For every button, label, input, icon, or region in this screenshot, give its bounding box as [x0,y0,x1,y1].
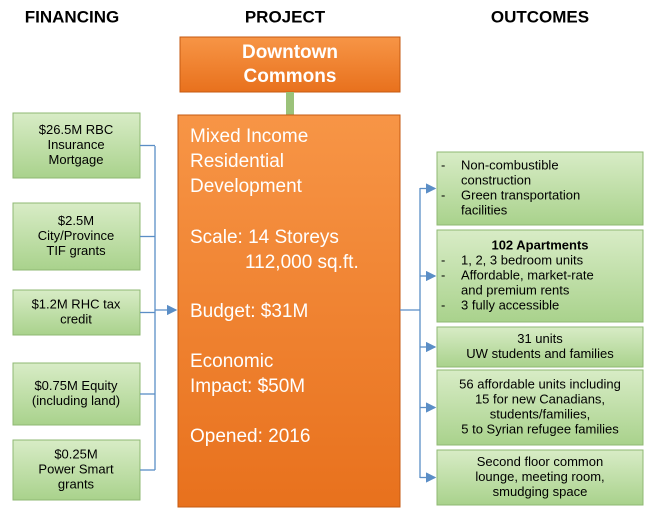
financing-text: $1.2M RHC tax [32,296,121,311]
outcome-text: construction [461,172,531,187]
financing-text: Insurance [47,137,104,152]
project-box [177,114,401,508]
project-title-box [179,36,401,93]
header: FINANCING [25,7,119,26]
header: OUTCOMES [491,7,589,26]
outcome-text: Non-combustible [461,157,559,172]
outcome-box [436,326,644,368]
connector [286,92,294,115]
outcome-text: 5 to Syrian refugee families [461,421,619,436]
financing-box [12,202,141,271]
financing-text: grants [58,476,95,491]
outcome-text: Green transportation [461,187,580,202]
outcome-text: and premium rents [461,282,570,297]
financing-text: City/Province [38,228,115,243]
financing-box [12,289,141,336]
outcome-text: UW students and families [466,346,614,361]
project-detail: Mixed Income [190,126,308,147]
outcome-box [436,151,644,226]
outcome-text: 31 units [517,331,563,346]
project-detail: Residential [190,151,284,172]
outcome-text: Affordable, market-rate [461,267,594,282]
financing-text: credit [60,311,92,326]
bullet: - [441,252,445,267]
outcome-text: smudging space [493,484,588,499]
outcome-box [436,369,644,446]
project-detail: Scale: 14 Storeys [190,227,339,248]
project-title: Commons [244,66,337,87]
project-detail: Opened: 2016 [190,426,310,447]
outcome-box [436,229,644,323]
financing-text: $26.5M RBC [39,122,113,137]
project-detail: 112,000 sq.ft. [245,252,359,273]
connectors [154,146,421,478]
outcome-text: 102 Apartments [491,237,588,252]
outcome-text: facilities [461,202,508,217]
bullet: - [441,267,445,282]
bullet: - [441,157,445,172]
project-detail: Development [190,176,303,197]
outcome-text: 56 affordable units including [459,376,621,391]
financing-text: (including land) [32,393,120,408]
outcome-text: 15 for new Canadians, [475,391,605,406]
outcome-text: 3 fully accessible [461,297,559,312]
financing-box [12,112,141,179]
project-title: Downtown [242,42,338,63]
header: PROJECT [245,7,326,26]
financing-text: $0.75M Equity [34,378,118,393]
financing-text: Power Smart [38,461,114,476]
project-detail: Budget: $31M [190,301,308,322]
outcome-text: Second floor common [477,454,603,469]
financing-text: Mortgage [49,152,104,167]
project-detail: Economic [190,351,273,372]
outcome-text: students/families, [490,406,590,421]
bullet: - [441,187,445,202]
outcome-text: 1, 2, 3 bedroom units [461,252,584,267]
financing-text: $0.25M [54,446,97,461]
financing-box [12,362,141,426]
financing-text: $2.5M [58,213,94,228]
outcome-text: lounge, meeting room, [475,469,604,484]
outcome-box [436,449,644,506]
financing-box [12,439,141,501]
project-detail: Impact: $50M [190,376,305,397]
bullet: - [441,297,445,312]
financing-text: TIF grants [46,243,106,258]
